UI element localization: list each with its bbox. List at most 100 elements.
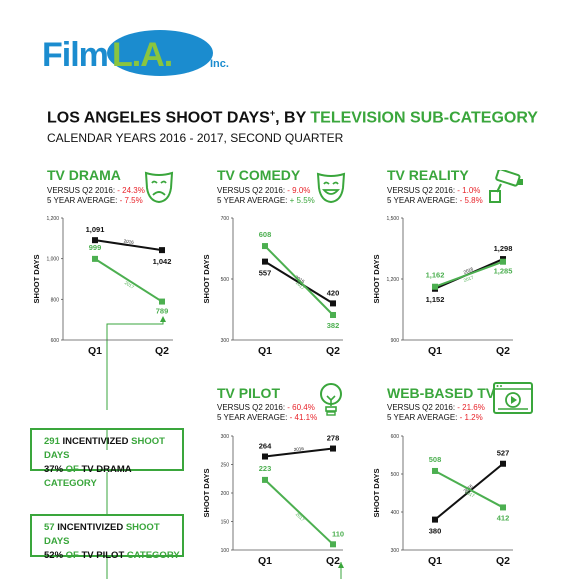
panel-title-comedy: TV COMEDY xyxy=(217,167,301,183)
avg-label: 5 YEAR AVERAGE: xyxy=(387,196,460,205)
note-cat: TV DRAMA xyxy=(81,464,132,475)
y-tick-label: 1,000 xyxy=(46,257,59,263)
versus-label: VERSUS Q2 2016: xyxy=(217,186,288,195)
x-category-label: Q1 xyxy=(258,555,272,567)
panel-title-reality: TV REALITY xyxy=(387,167,469,183)
panel-title-drama: TV DRAMA xyxy=(47,167,121,183)
title-prefix: LOS ANGELES SHOOT DAYS xyxy=(47,109,270,127)
data-point xyxy=(92,255,98,262)
avg-label: 5 YEAR AVERAGE: xyxy=(217,413,290,422)
note-number: 291 xyxy=(44,436,60,447)
note-tail: CATEGORY xyxy=(44,478,97,489)
y-tick-label: 1,200 xyxy=(46,216,59,222)
data-point xyxy=(500,504,506,511)
title-highlight: TELEVISION SUB-CATEGORY xyxy=(310,109,538,127)
y-tick-label: 300 xyxy=(221,434,230,440)
x-category-label: Q1 xyxy=(258,345,272,357)
y-tick-label: 800 xyxy=(51,297,60,303)
x-category-label: Q1 xyxy=(428,555,442,567)
data-label: 999 xyxy=(89,243,102,252)
data-label: 382 xyxy=(327,321,340,330)
data-label: 278 xyxy=(327,434,340,443)
data-label: 1,162 xyxy=(426,271,445,280)
data-point xyxy=(330,541,336,548)
data-point xyxy=(330,445,336,452)
avg-value: + 5.5% xyxy=(289,196,315,205)
series-year-label: 2016 xyxy=(294,274,306,284)
title-middle: , BY xyxy=(275,109,311,127)
data-label: 557 xyxy=(259,269,272,278)
y-tick-label: 400 xyxy=(391,510,400,516)
data-label: 1,152 xyxy=(426,295,445,304)
y-tick-label: 1,200 xyxy=(386,277,399,283)
series-line xyxy=(434,462,504,521)
data-label: 508 xyxy=(429,455,442,464)
page-title: LOS ANGELES SHOOT DAYS+, BY TELEVISION S… xyxy=(47,108,538,127)
data-point xyxy=(432,467,438,474)
avg-value: - 41.1% xyxy=(289,413,318,422)
panel-stats-pilot: VERSUS Q2 2016: - 60.4% 5 YEAR AVERAGE: … xyxy=(217,403,317,423)
note-pct: 52% xyxy=(44,550,64,561)
x-category-label: Q1 xyxy=(428,345,442,357)
data-point xyxy=(330,311,336,318)
data-label: 412 xyxy=(497,513,510,522)
data-point xyxy=(262,243,268,250)
data-label: 110 xyxy=(332,529,344,538)
note-number: 57 xyxy=(44,522,55,533)
panel-stats-web: VERSUS Q2 2016: - 21.6% 5 YEAR AVERAGE: … xyxy=(387,403,485,423)
series-line xyxy=(434,470,504,509)
data-point xyxy=(432,516,438,523)
y-tick-label: 600 xyxy=(391,434,400,440)
avg-label: 5 YEAR AVERAGE: xyxy=(47,196,120,205)
x-category-label: Q2 xyxy=(496,555,510,567)
panel-stats-drama: VERSUS Q2 2016: - 24.3% 5 YEAR AVERAGE: … xyxy=(47,186,145,206)
data-label: 1,285 xyxy=(494,267,513,276)
y-tick-label: 250 xyxy=(221,463,230,469)
x-category-label: Q2 xyxy=(496,345,510,357)
series-line xyxy=(264,245,334,316)
y-axis-label: SHOOT DAYS xyxy=(202,469,211,518)
y-tick-label: 700 xyxy=(221,216,230,222)
note-tail: CATEGORY xyxy=(124,550,180,561)
logo-oval xyxy=(107,30,213,76)
y-tick-label: 500 xyxy=(391,472,400,478)
data-point xyxy=(159,298,165,305)
avg-label: 5 YEAR AVERAGE: xyxy=(217,196,290,205)
note-of: OF xyxy=(63,550,82,561)
series-year-label: 2016 xyxy=(123,238,134,244)
note-word: INCENTIVIZED xyxy=(59,436,129,447)
versus-label: VERSUS Q2 2016: xyxy=(47,186,118,195)
note-pct: 37% xyxy=(44,464,64,475)
data-label: 608 xyxy=(259,230,272,239)
logo-la-text: L.A. xyxy=(112,36,173,74)
y-axis-label: SHOOT DAYS xyxy=(202,255,211,304)
series-year-label: 2017 xyxy=(124,280,136,290)
data-label: 223 xyxy=(259,464,272,473)
series-year-label: 2016 xyxy=(463,266,475,275)
avg-value: - 7.5% xyxy=(119,196,143,205)
logo-film-text: Film xyxy=(42,36,109,74)
series-line xyxy=(264,479,334,546)
lightbulb-icon xyxy=(320,383,342,416)
series-line xyxy=(264,260,334,305)
data-label: 264 xyxy=(259,442,272,451)
panel-title-web: WEB-BASED TV xyxy=(387,385,496,401)
y-tick-label: 300 xyxy=(391,548,400,554)
data-point xyxy=(432,283,438,290)
versus-value: - 9.0% xyxy=(287,186,311,195)
series-line xyxy=(434,260,504,288)
page-subtitle: CALENDAR YEARS 2016 - 2017, SECOND QUART… xyxy=(47,131,344,145)
data-label: 1,298 xyxy=(494,244,513,253)
title-mark: + xyxy=(269,108,276,118)
data-label: 527 xyxy=(497,449,510,458)
data-label: 420 xyxy=(327,288,340,297)
data-point xyxy=(262,258,268,265)
y-axis-label: SHOOT DAYS xyxy=(32,255,41,304)
data-point xyxy=(159,247,165,254)
data-point xyxy=(92,237,98,244)
versus-label: VERSUS Q2 2016: xyxy=(387,403,458,412)
security-camera-icon xyxy=(489,170,523,203)
series-line xyxy=(264,447,334,458)
avg-label: 5 YEAR AVERAGE: xyxy=(387,413,460,422)
